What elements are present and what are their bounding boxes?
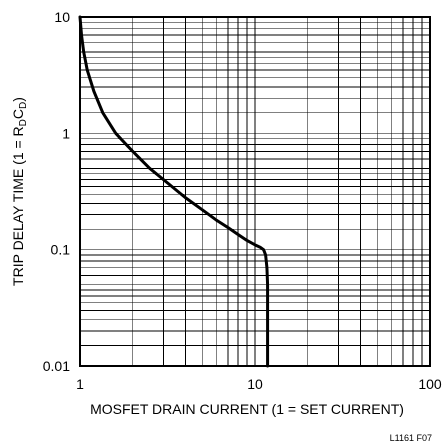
trip-delay-curve [78,15,270,368]
plot-frame [79,16,431,367]
x-tick-label: 1 [76,376,84,392]
x-axis-label: MOSFET DRAIN CURRENT (1 = SET CURRENT) [90,401,404,417]
y-axis-label: TRIP DELAY TIME (1 = RDCD) [10,97,29,286]
y-axis-label-mid: C [10,109,26,119]
y-tick-label: 10 [54,9,70,25]
y-tick-labels: 10 1 0.1 0.01 [43,9,70,374]
y-tick-label: 1 [62,125,70,141]
x-tick-label: 10 [247,376,263,392]
y-axis-label-sub1: D [18,119,29,126]
y-tick-label: 0.1 [51,242,71,258]
x-tick-labels: 1 10 100 [76,376,442,392]
y-axis-label-end: ) [10,97,26,102]
x-tick-label: 100 [418,376,442,392]
grid-lines [80,17,430,366]
y-tick-label: 0.01 [43,358,70,374]
y-axis-label-sub2: D [18,102,29,109]
figure-code: L1161 F07 [390,433,432,443]
y-axis-label-main: TRIP DELAY TIME (1 = R [10,126,26,286]
